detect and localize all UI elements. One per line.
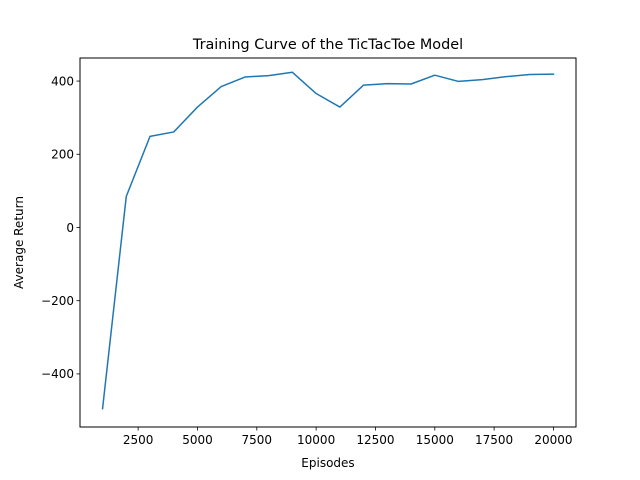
series-line — [101, 71, 555, 410]
x-tick-label: 5000 — [182, 433, 213, 447]
y-axis-ticks: −400 −200 0 200 400 — [41, 74, 80, 381]
x-axis-label: Episodes — [301, 456, 354, 470]
x-tick-label: 2500 — [123, 433, 154, 447]
x-axis-ticks: 2500 5000 7500 10000 12500 15000 17500 20000 — [123, 427, 573, 447]
y-tick-label: 200 — [51, 148, 74, 162]
x-tick-label: 20000 — [534, 433, 572, 447]
series-layer — [101, 71, 555, 410]
y-tick-label: 400 — [51, 74, 74, 88]
x-tick-label: 17500 — [475, 433, 513, 447]
x-tick-label: 10000 — [297, 433, 335, 447]
axes-frame — [79, 57, 577, 428]
y-axis-label: Average Return — [12, 196, 26, 289]
y-tick-label: −200 — [41, 294, 74, 308]
x-tick-label: 15000 — [416, 433, 454, 447]
y-tick-label: 0 — [66, 221, 74, 235]
x-tick-label: 12500 — [356, 433, 394, 447]
chart-title: Training Curve of the TicTacToe Model — [192, 37, 463, 53]
x-tick-label: 7500 — [242, 433, 273, 447]
y-tick-label: −400 — [41, 367, 74, 381]
